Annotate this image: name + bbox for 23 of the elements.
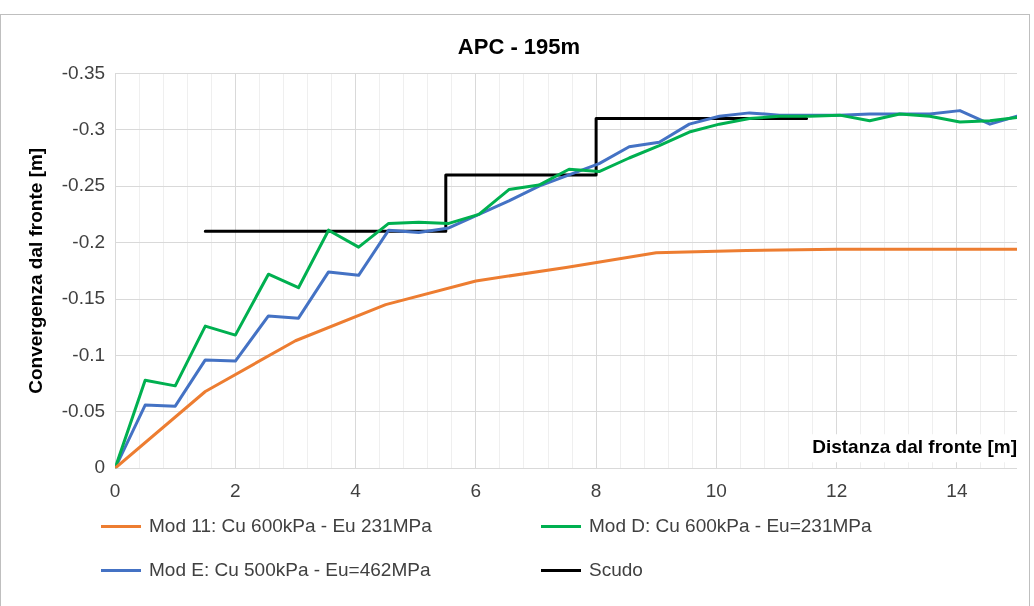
y-tick-label: -0.3 — [72, 118, 106, 140]
legend-label: Mod E: Cu 500kPa - Eu=462MPa — [149, 559, 431, 581]
x-tick-label: 12 — [826, 479, 848, 501]
legend-label: Mod 11: Cu 600kPa - Eu 231MPa — [149, 515, 432, 537]
x-tick-label: 10 — [705, 479, 727, 501]
legend-label: Scudo — [589, 559, 643, 581]
x-tick-label: 2 — [230, 479, 241, 501]
y-tick-label: -0.1 — [72, 343, 106, 365]
x-tick-label: 0 — [109, 479, 121, 501]
x-axis-title: Distanza dal fronte [m] — [812, 436, 1017, 458]
x-tick-label: 14 — [946, 479, 968, 501]
y-axis-title: Convergenza dal fronte [m] — [24, 147, 46, 394]
y-tick-label: -0.2 — [72, 230, 106, 252]
y-tick-label: -0.05 — [61, 400, 106, 422]
y-tick-label: -0.35 — [61, 61, 106, 83]
x-tick-label: 8 — [590, 479, 602, 501]
y-tick-label: -0.25 — [61, 174, 106, 196]
y-tick-label: 0 — [94, 456, 106, 478]
chart-title: APC - 195m — [457, 34, 581, 60]
x-tick-label: 4 — [350, 479, 362, 501]
y-tick-label: -0.15 — [61, 287, 106, 309]
x-tick-label: 6 — [470, 479, 482, 501]
legend-label: Mod D: Cu 600kPa - Eu=231MPa — [589, 515, 872, 537]
